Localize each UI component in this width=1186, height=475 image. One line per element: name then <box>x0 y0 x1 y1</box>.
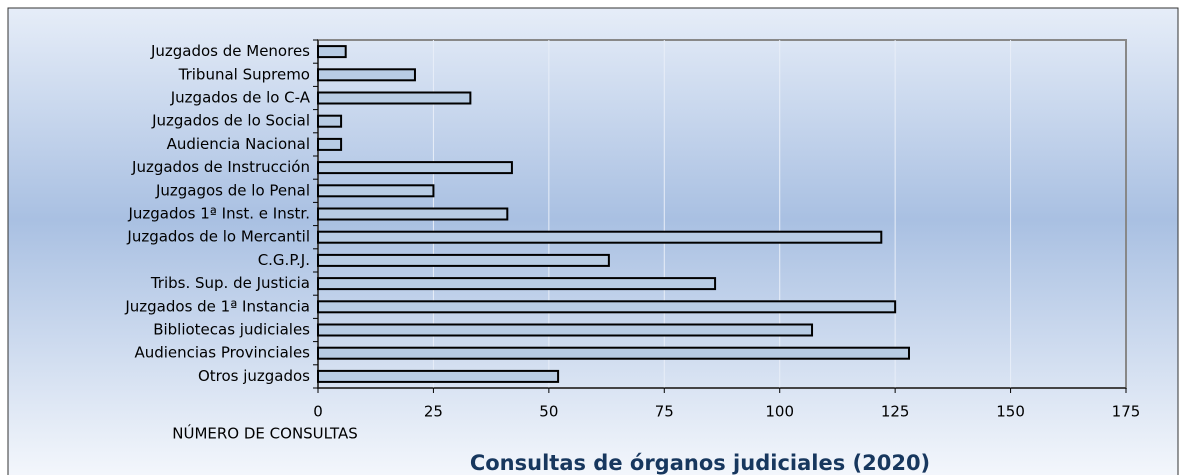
y-tick-label: Audiencias Provinciales <box>134 344 310 362</box>
y-tick-label: Audiencia Nacional <box>167 135 310 153</box>
y-tick-label: Tribunal Supremo <box>178 65 310 83</box>
bar <box>317 230 883 244</box>
x-tick-label: 150 <box>996 403 1025 421</box>
y-tick-label: Juzgados 1ª Inst. e Instr. <box>127 205 310 223</box>
x-tick-label: 75 <box>655 403 674 421</box>
x-tick-label: 0 <box>313 403 323 421</box>
bar <box>317 277 717 291</box>
y-tick-label: Otros juzgados <box>198 367 310 385</box>
x-tick-label: 100 <box>765 403 794 421</box>
y-tick-label: Juzgados de lo C-A <box>170 89 311 107</box>
y-tick-label: Juzgados de lo Mercantil <box>126 228 310 246</box>
bar <box>317 137 343 151</box>
bar <box>317 253 610 267</box>
bar <box>317 207 509 221</box>
bar <box>317 184 435 198</box>
bar <box>317 369 560 383</box>
x-tick-label: 125 <box>881 403 910 421</box>
y-tick-label: Juzgados de 1ª Instancia <box>124 297 310 315</box>
y-tick-label: Juzgados de Menores <box>150 42 310 60</box>
x-tick-label: 50 <box>539 403 558 421</box>
y-tick-label: C.G.P.J. <box>258 251 310 269</box>
y-tick-label: Juzgados de lo Social <box>151 112 310 130</box>
bar <box>317 91 472 105</box>
bar <box>317 45 347 59</box>
x-axis-label: NÚMERO DE CONSULTAS <box>172 424 358 443</box>
bar <box>317 323 814 337</box>
x-tick-label: 175 <box>1112 403 1141 421</box>
y-tick-label: Juzgados de Instrucción <box>131 158 310 176</box>
y-tick-label: Juzgagos de lo Penal <box>155 181 310 199</box>
x-tick-label: 25 <box>424 403 443 421</box>
bar <box>317 161 513 175</box>
y-tick-label: Tribs. Sup. de Justicia <box>150 274 310 292</box>
bar <box>317 68 416 82</box>
chart-title: Consultas de órganos judiciales (2020) <box>470 451 930 475</box>
bar <box>317 300 897 314</box>
y-tick-label: Bibliotecas judiciales <box>153 321 310 339</box>
bar <box>317 114 343 128</box>
bar <box>317 346 910 360</box>
